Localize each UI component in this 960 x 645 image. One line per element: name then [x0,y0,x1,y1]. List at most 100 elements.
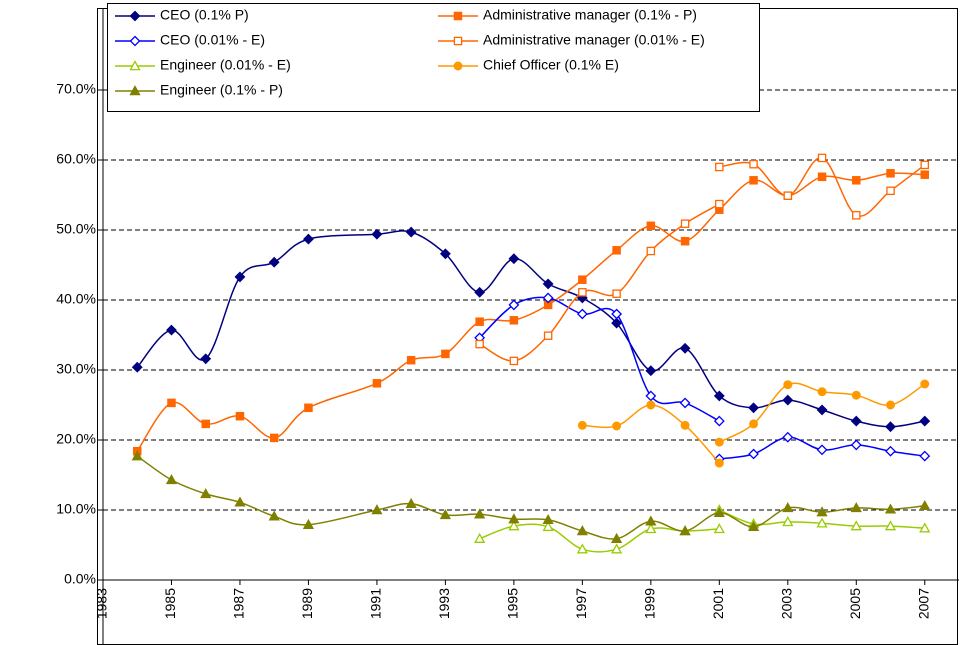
marker [235,411,245,421]
x-tick-label: 1999 [642,588,658,619]
marker [852,211,861,220]
x-tick-label: 2007 [915,588,931,619]
marker [200,353,212,365]
marker [715,199,724,209]
marker [679,397,691,409]
marker [646,246,656,256]
marker [474,286,486,298]
marker [850,520,862,531]
marker [542,292,554,304]
legend-label: CEO (0.01% - E) [160,32,265,48]
marker [165,474,178,485]
marker [441,349,450,359]
marker [453,61,463,71]
marker [680,420,690,430]
legend-label: CEO (0.1% P) [160,7,249,23]
marker [371,228,383,240]
marker [749,159,758,169]
marker [919,499,931,511]
marker [612,289,621,298]
series [475,153,930,366]
marker [234,271,246,283]
marker [645,365,657,377]
marker [886,186,895,196]
marker [200,488,212,499]
marker [302,518,315,529]
marker [577,420,587,430]
marker [453,36,463,46]
x-tick-label: 1987 [231,588,247,619]
axes: 0.0% 10.0% 20.0% 30.0% 40.0% 50.0% 60.0% 70.0% 1… [56,8,959,645]
marker [816,517,828,528]
legend-label: Administrative manager (0.01% - E) [483,32,705,48]
marker [129,60,141,71]
marker [508,513,520,524]
x-tick-label: 1995 [505,588,521,619]
marker [405,497,417,508]
marker [886,400,895,410]
marker [509,356,519,366]
series [131,226,931,433]
marker [645,390,657,402]
marker [749,419,759,429]
marker [713,506,725,518]
series [577,379,930,468]
marker [611,308,623,320]
marker [372,379,382,388]
marker [920,160,930,170]
marker [884,520,897,531]
marker [303,233,314,245]
marker [920,170,930,179]
y-tick-label: 0.0% [64,571,96,587]
marker [439,509,452,520]
marker [885,421,896,433]
x-tick-label: 1993 [436,588,452,619]
marker [713,523,725,534]
marker [885,445,896,457]
y-tick-label: 20.0% [56,431,96,447]
marker [919,415,931,427]
marker [679,525,691,536]
marker [919,522,931,533]
x-tick-label: 1989 [299,588,315,619]
marker [817,387,827,397]
marker [782,502,794,513]
marker [576,525,588,536]
marker [920,379,930,389]
marker [542,520,554,532]
marker [680,236,690,246]
marker [747,520,760,532]
marker [508,253,520,265]
line [136,230,925,428]
marker [167,398,176,408]
marker [610,532,623,543]
marker [576,543,588,554]
marker [234,496,246,507]
marker [816,404,828,416]
marker [782,394,794,406]
marker [405,226,417,238]
marker [749,176,758,185]
marker [508,299,520,311]
x-tick-label: 2005 [847,588,863,619]
marker [919,450,931,462]
marker [129,35,141,47]
marker [817,153,827,163]
marker [816,506,828,517]
marker [542,278,554,290]
marker [201,419,210,429]
marker [578,275,587,284]
marker [645,515,657,526]
y-tick-label: 60.0% [56,151,96,167]
y-tick-label: 10.0% [56,501,96,517]
legend-label: Engineer (0.1% - P) [160,82,283,98]
marker [578,288,587,297]
marker [269,433,279,443]
legend-box [107,3,760,112]
legend-label: Chief Officer (0.1% E) [483,57,619,73]
marker [748,448,759,460]
y-tick-label: 40.0% [56,291,96,307]
series-lines [131,153,931,554]
marker [714,437,724,447]
marker [850,439,862,451]
